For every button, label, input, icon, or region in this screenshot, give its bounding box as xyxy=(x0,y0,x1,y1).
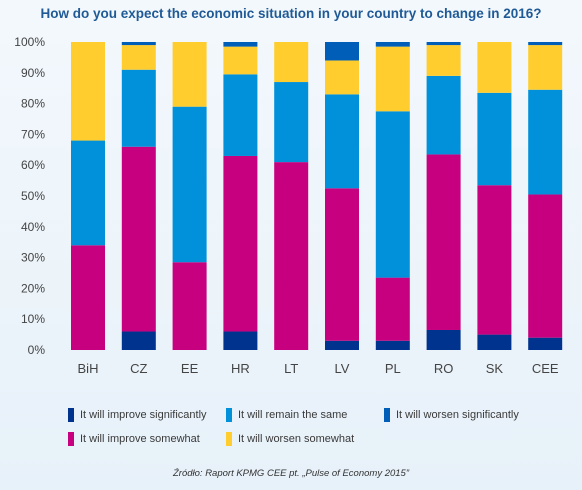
y-tick-label: 0% xyxy=(28,343,46,357)
x-tick-label: BiH xyxy=(78,361,99,376)
bar-segment xyxy=(274,162,309,350)
bar-segment xyxy=(375,340,410,350)
x-axis-ticks: BiH CZ EE HR LT LV PL RO SK CEE xyxy=(78,361,559,376)
bar-segment xyxy=(426,42,461,46)
bar-segment xyxy=(121,69,156,147)
bar-segment xyxy=(325,340,359,350)
bar-segment xyxy=(477,42,512,93)
bar-segment xyxy=(172,42,207,107)
bar-segment xyxy=(274,42,309,83)
y-tick-label: 60% xyxy=(21,158,45,172)
y-tick-label: 50% xyxy=(21,189,45,203)
bar-segment xyxy=(375,46,410,112)
bar-segment xyxy=(223,155,258,332)
x-tick-label: LV xyxy=(335,361,350,376)
bar-segment xyxy=(426,154,461,330)
y-tick-label: 90% xyxy=(21,66,45,80)
y-tick-label: 70% xyxy=(21,127,45,141)
legend-label: It will improve somewhat xyxy=(80,433,200,445)
chart-title: How do you expect the economic situation… xyxy=(40,6,542,21)
bar-segment xyxy=(528,194,563,338)
legend-item: It will improve somewhat xyxy=(68,432,200,446)
x-tick-label: CEE xyxy=(532,361,559,376)
bar-segment xyxy=(274,82,309,163)
stacked-bar-chart: 0% 10% 20% 30% 40% 50% 60% 70% 80% 90% 100% BiH CZ E… xyxy=(14,35,563,376)
bar-segment xyxy=(71,245,105,350)
y-tick-label: 30% xyxy=(21,251,45,265)
legend-label: It will worsen significantly xyxy=(396,409,519,421)
legend-label: It will remain the same xyxy=(238,409,348,421)
y-tick-label: 20% xyxy=(21,281,45,295)
bar-segment xyxy=(172,106,207,263)
bar-segment xyxy=(71,42,105,141)
legend-swatch xyxy=(68,432,74,446)
x-tick-label: CZ xyxy=(130,361,147,376)
bar-segment xyxy=(375,42,410,47)
bar-segment xyxy=(223,331,258,350)
legend-label: It will improve significantly xyxy=(80,409,207,421)
y-tick-label: 10% xyxy=(21,312,45,326)
bar-segment xyxy=(528,337,563,350)
bar-segment xyxy=(121,331,156,350)
bar-segment xyxy=(223,42,258,47)
bar-segment xyxy=(426,45,461,76)
bar-segment xyxy=(325,60,359,95)
bar-segment xyxy=(426,75,461,155)
y-tick-label: 100% xyxy=(14,35,45,49)
bar-segment xyxy=(325,188,359,341)
bar-segment xyxy=(172,262,207,350)
legend-item: It will worsen significantly xyxy=(384,408,519,422)
bar-segment xyxy=(528,45,563,90)
bar-segment xyxy=(223,74,258,156)
bar-segment xyxy=(477,334,512,350)
bar-segment xyxy=(121,45,156,70)
legend-swatch xyxy=(384,408,390,422)
bar-segment xyxy=(121,42,156,46)
y-axis-ticks: 0% 10% 20% 30% 40% 50% 60% 70% 80% 90% 100% xyxy=(14,35,45,357)
legend-item: It will remain the same xyxy=(226,408,347,422)
bars-group xyxy=(71,42,563,350)
x-tick-label: EE xyxy=(181,361,199,376)
bar-segment xyxy=(528,89,563,195)
legend-swatch xyxy=(68,408,74,422)
x-tick-label: HR xyxy=(231,361,250,376)
x-tick-label: SK xyxy=(486,361,504,376)
bar-segment xyxy=(325,94,359,189)
bar-segment xyxy=(71,140,105,246)
bar-segment xyxy=(426,329,461,350)
bar-segment xyxy=(477,92,512,186)
bar-segment xyxy=(325,42,359,61)
legend-label: It will worsen somewhat xyxy=(238,433,355,445)
source-note: Źródło: Raport KPMG CEE pt. „Pulse of Ec… xyxy=(172,468,409,479)
x-tick-label: LT xyxy=(284,361,298,376)
legend-swatch xyxy=(226,432,232,446)
bar-segment xyxy=(121,146,156,332)
legend-item: It will worsen somewhat xyxy=(226,432,354,446)
bar-segment xyxy=(375,277,410,341)
x-tick-label: RO xyxy=(434,361,454,376)
bar-segment xyxy=(375,111,410,278)
bar-segment xyxy=(223,46,258,75)
x-tick-label: PL xyxy=(385,361,401,376)
y-tick-label: 80% xyxy=(21,97,45,111)
legend-item: It will improve significantly xyxy=(68,408,207,422)
bar-segment xyxy=(477,185,512,335)
y-tick-label: 40% xyxy=(21,220,45,234)
legend-swatch xyxy=(226,408,232,422)
bar-segment xyxy=(528,42,563,46)
